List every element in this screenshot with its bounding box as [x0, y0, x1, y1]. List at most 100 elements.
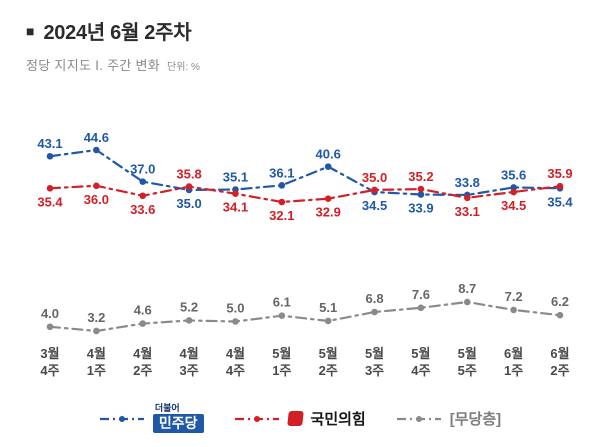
data-point	[46, 152, 54, 160]
data-point	[510, 188, 517, 196]
value-label: 34.1	[223, 200, 248, 215]
x-axis-label: 4주	[226, 363, 245, 378]
data-point	[232, 190, 239, 197]
value-label: 33.8	[455, 175, 480, 190]
unit-label: 단위: %	[167, 62, 200, 73]
value-label: 44.6	[84, 130, 109, 145]
value-label: 33.9	[408, 201, 433, 216]
x-axis-label: 5월	[411, 346, 430, 361]
x-axis-label: 1주	[272, 363, 291, 378]
x-axis-label: 3월	[40, 346, 59, 361]
data-point	[46, 323, 54, 331]
data-point	[417, 185, 425, 193]
value-label: 8.7	[458, 281, 476, 296]
chart-area: 43.1 44.6 37.0 35.0 35.1 36.1 40.6 34.5 33.9 33.8…	[0, 80, 600, 390]
value-label: 35.9	[547, 166, 572, 181]
value-label: 5.1	[319, 300, 337, 315]
value-label: 35.0	[362, 170, 387, 185]
value-label: 36.0	[84, 192, 109, 207]
value-label: 37.0	[130, 162, 155, 177]
data-point	[324, 163, 332, 170]
title-row: ■ 2024년 6월 2주차	[26, 16, 600, 45]
x-axis-label: 1주	[504, 363, 523, 378]
value-label: 4.6	[134, 303, 152, 318]
data-point	[232, 318, 239, 325]
series-line	[48, 148, 562, 197]
trend-chart: 43.1 44.6 37.0 35.0 35.1 36.1 40.6 34.5 33.9 33.8…	[37, 130, 573, 378]
data-point	[556, 182, 564, 190]
x-axis-label: 2주	[319, 363, 338, 378]
x-axis-label: 5월	[272, 346, 291, 361]
data-point	[139, 192, 147, 200]
value-label: 32.1	[269, 208, 294, 223]
x-axis-label: 5월	[365, 346, 384, 361]
legend-item-minjoo: 더불어 민주당	[99, 404, 204, 433]
minjoo-logo-label: 민주당	[152, 414, 204, 433]
mudang-line-sample-icon	[396, 415, 441, 422]
value-label: 6.2	[551, 294, 569, 309]
value-label: 35.1	[223, 170, 248, 185]
value-label: 35.2	[408, 169, 433, 184]
ppp-logo-icon	[286, 411, 304, 426]
value-label: 6.1	[273, 295, 291, 310]
data-point	[93, 182, 100, 190]
value-label: 35.4	[547, 194, 573, 209]
value-label: 35.0	[176, 196, 201, 211]
data-point	[463, 194, 471, 202]
x-axis-label: 6월	[550, 346, 569, 361]
x-axis-label: 4월	[87, 346, 106, 361]
x-axis-label: 3주	[365, 363, 384, 378]
data-point	[371, 186, 378, 194]
value-label: 4.0	[41, 306, 59, 321]
data-point	[278, 182, 286, 189]
data-point	[278, 198, 286, 206]
x-axis-label: 5주	[458, 363, 477, 378]
value-label: 34.5	[362, 198, 387, 213]
header: ■ 2024년 6월 2주차 정당 지지도 Ⅰ. 주간 변화 단위: %	[0, 0, 600, 74]
minjoo-logo: 더불어 민주당	[152, 403, 204, 433]
value-label: 35.6	[501, 167, 526, 182]
page-title: 2024년 6월 2주차	[43, 22, 192, 44]
x-axis-label: 4월	[226, 346, 245, 361]
value-label: 7.2	[505, 289, 523, 304]
x-axis-label: 6월	[504, 346, 523, 361]
data-point	[371, 308, 378, 316]
value-label: 6.8	[366, 291, 384, 306]
value-label: 7.6	[412, 287, 430, 302]
x-axis-label: 1주	[87, 363, 106, 378]
ppp-line-sample-icon	[234, 415, 279, 422]
data-point	[93, 146, 100, 154]
legend-item-ppp: 국민의힘	[234, 408, 366, 429]
data-point	[324, 317, 332, 325]
data-point	[185, 183, 193, 190]
x-axis-label: 5월	[458, 346, 477, 361]
value-label: 35.4	[37, 194, 63, 209]
data-point	[463, 298, 471, 306]
minjoo-line-sample-icon	[99, 415, 144, 422]
data-point	[185, 317, 193, 324]
value-label: 33.1	[455, 204, 480, 219]
value-label: 5.0	[226, 300, 244, 315]
data-point	[46, 184, 54, 192]
legend-item-mudang: [무당층]	[396, 408, 501, 429]
x-axis-label: 4주	[411, 363, 430, 378]
minjoo-logo-prefix: 더불어	[154, 403, 180, 413]
ppp-logo-label: 국민의힘	[310, 411, 366, 428]
x-axis-label: 2주	[133, 363, 152, 378]
data-point	[93, 327, 100, 335]
value-label: 33.6	[130, 202, 155, 217]
data-point	[278, 312, 286, 320]
value-label: 35.8	[176, 167, 201, 182]
series-line	[48, 184, 562, 204]
data-point	[139, 178, 147, 185]
x-axis-label: 4월	[133, 346, 152, 361]
data-point	[417, 191, 425, 198]
chart-subtitle: 정당 지지도 Ⅰ. 주간 변화	[26, 58, 161, 73]
data-point	[417, 304, 425, 312]
mudang-label: [무당층]	[449, 411, 502, 428]
series-line	[48, 300, 562, 333]
subtitle-row: 정당 지지도 Ⅰ. 주간 변화 단위: %	[26, 55, 600, 74]
x-axis-label: 5월	[319, 346, 338, 361]
x-axis-label: 4월	[179, 346, 198, 361]
data-point	[556, 311, 564, 319]
